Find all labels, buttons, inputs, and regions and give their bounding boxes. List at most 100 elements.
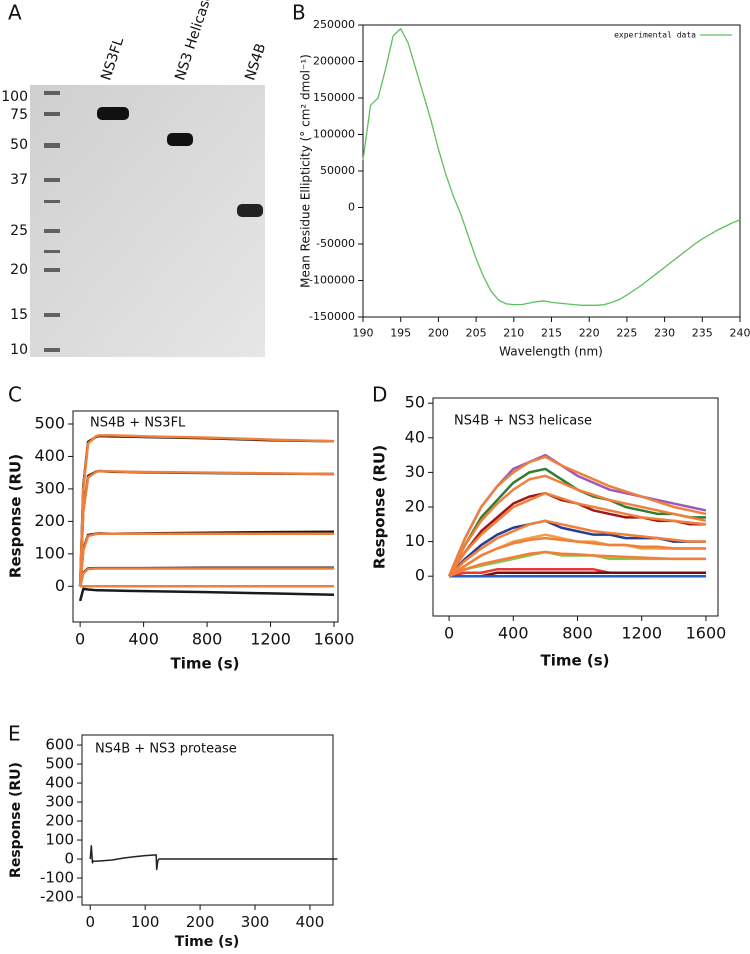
- y-tick-label: 200: [45, 812, 74, 830]
- x-tick-label: 0: [75, 629, 85, 648]
- gel-band: [97, 107, 129, 120]
- panel-label: E: [8, 722, 21, 746]
- y-tick-label: 200000: [313, 55, 355, 68]
- legend-label: experimental data: [614, 31, 696, 40]
- series-line: [78, 532, 335, 587]
- panel-label: B: [292, 1, 306, 25]
- gel-image: [30, 85, 265, 357]
- y-tick-label: 50000: [320, 164, 355, 177]
- lane-label: NS3FL: [98, 35, 127, 82]
- y-tick-label: 250000: [313, 18, 355, 31]
- ladder-label: 37: [10, 172, 28, 188]
- y-axis-label: Response (RU): [7, 454, 25, 578]
- y-tick-label: 10: [405, 531, 425, 550]
- x-tick-label: 300: [241, 913, 270, 931]
- y-tick-label: 500: [45, 755, 74, 773]
- y-tick-label: 20: [405, 497, 425, 516]
- y-tick-label: 40: [405, 427, 425, 446]
- ladder-label: 15: [10, 307, 28, 323]
- y-tick-label: -150000: [309, 310, 355, 323]
- y-tick-label: 300: [45, 793, 74, 811]
- y-tick-label: 100: [34, 543, 65, 562]
- x-tick-label: 400: [296, 913, 325, 931]
- chart-title: NS4B + NS3 protease: [95, 742, 237, 757]
- x-tick-label: 205: [466, 326, 487, 339]
- ladder-label: 50: [10, 137, 28, 153]
- x-tick-label: 1200: [250, 629, 291, 648]
- y-tick-label: 400: [45, 774, 74, 792]
- x-tick-label: 0: [85, 913, 95, 931]
- ladder-bands: [44, 91, 60, 352]
- x-tick-label: 100: [131, 913, 160, 931]
- y-tick-label: 0: [348, 201, 355, 214]
- y-tick-label: 100: [45, 831, 74, 849]
- x-tick-label: 195: [390, 326, 411, 339]
- x-tick-label: 240: [730, 326, 750, 339]
- series-line: [362, 28, 741, 306]
- x-tick-label: 200: [428, 326, 449, 339]
- panel-label: C: [8, 383, 22, 407]
- x-tick-label: 400: [498, 623, 529, 642]
- x-tick-label: 0: [444, 623, 454, 642]
- series-line: [78, 567, 335, 587]
- y-tick-label: 600: [45, 736, 74, 754]
- x-tick-label: 1600: [686, 623, 727, 642]
- x-tick-label: 800: [192, 629, 223, 648]
- plot-frame: [81, 734, 334, 906]
- series-line: [89, 844, 338, 871]
- x-tick-label: 220: [579, 326, 600, 339]
- ladder-label: 75: [10, 107, 28, 123]
- y-tick-label: 300: [34, 478, 65, 497]
- x-axis-label: Wavelength (nm): [499, 345, 603, 359]
- lane-label: NS3 Helicase: [172, 0, 216, 82]
- y-tick-label: -50000: [316, 237, 355, 250]
- x-axis-label: Time (s): [540, 652, 609, 670]
- series-line: [447, 455, 707, 577]
- chart-title: NS4B + NS3 helicase: [454, 414, 592, 429]
- y-tick-label: 500: [34, 413, 65, 432]
- y-tick-label: -100000: [309, 274, 355, 287]
- y-axis-label: Response (RU): [8, 762, 24, 878]
- gel-band: [167, 133, 193, 146]
- x-tick-label: 1600: [314, 629, 355, 648]
- chart: B 190 195 200 205 210 215 220 225 230 235 240 -15000…: [292, 1, 750, 359]
- y-tick-label: 100000: [313, 128, 355, 141]
- series-line: [78, 587, 335, 602]
- x-tick-label: 400: [128, 629, 159, 648]
- ladder-label: 25: [10, 223, 28, 239]
- x-axis-label: Time (s): [175, 934, 239, 950]
- panel-label: D: [372, 383, 387, 407]
- y-tick-label: 0: [415, 566, 425, 585]
- y-tick-label: 30: [405, 462, 425, 481]
- chart: D NS4B + NS3 helicase 0 400 800 1200 1600 0 10 20…: [371, 383, 727, 670]
- y-tick-label: 0: [64, 850, 74, 868]
- gel-band: [237, 204, 263, 217]
- y-axis-label: Response (RU): [371, 445, 389, 569]
- series-line: [448, 519, 706, 578]
- x-tick-label: 1200: [621, 623, 662, 642]
- x-tick-label: 210: [503, 326, 524, 339]
- x-tick-label: 225: [616, 326, 637, 339]
- plot-frame: [362, 24, 741, 318]
- ladder-label: 10: [10, 342, 28, 358]
- y-tick-label: -100: [40, 869, 74, 887]
- chart-title: NS4B + NS3FL: [90, 416, 186, 431]
- y-tick-label: -200: [40, 888, 74, 906]
- ladder-label: 20: [10, 262, 28, 278]
- series-line: [448, 536, 706, 578]
- x-tick-label: 215: [541, 326, 562, 339]
- chart: C NS4B + NS3FL 0 400 800 1200 1600 0 100 200 300 40…: [7, 383, 355, 673]
- x-tick-label: 190: [353, 326, 374, 339]
- y-tick-label: 150000: [313, 91, 355, 104]
- x-axis-label: Time (s): [170, 655, 239, 673]
- ladder-label: 100: [1, 89, 28, 105]
- y-tick-label: 200: [34, 511, 65, 530]
- y-axis-label: Mean Residue Ellipticity (° cm² dmol⁻¹): [299, 54, 313, 288]
- y-tick-label: 400: [34, 446, 65, 465]
- series-line: [78, 434, 335, 587]
- x-tick-label: 200: [186, 913, 215, 931]
- y-tick-label: 50: [405, 393, 425, 412]
- x-tick-label: 235: [692, 326, 713, 339]
